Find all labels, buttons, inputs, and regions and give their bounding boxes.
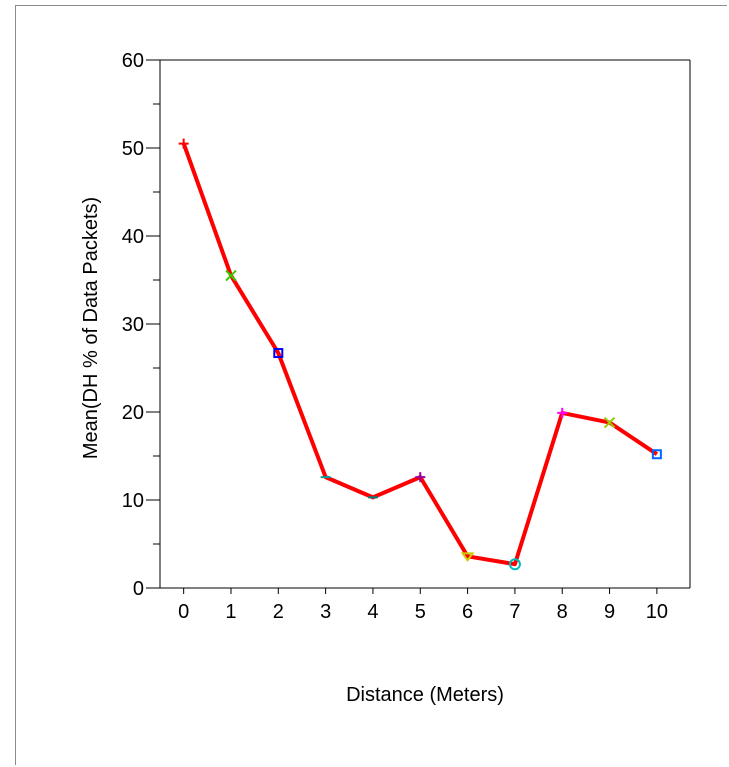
x-tick-label: 9 <box>604 601 615 623</box>
y-axis-title: Mean(DH % of Data Packets) <box>80 197 102 459</box>
x-tick-label: 1 <box>225 601 236 623</box>
ticks <box>146 59 658 594</box>
y-tick-label: 30 <box>122 314 144 336</box>
x-axis-title: Distance (Meters) <box>346 684 504 706</box>
data-point-marker <box>178 138 189 149</box>
x-tick-label: 10 <box>646 601 668 623</box>
data-point-marker <box>557 407 568 418</box>
x-tick-label: 2 <box>273 601 284 623</box>
data-point-marker <box>225 269 237 282</box>
x-tick-label: 8 <box>557 601 568 623</box>
x-tick-label: 0 <box>178 601 189 623</box>
x-tick-label: 5 <box>415 601 426 623</box>
y-tick-label: 40 <box>122 226 144 248</box>
chart-frame <box>15 5 727 765</box>
data-point-marker <box>415 472 426 483</box>
markers <box>178 138 662 571</box>
y-tick-label: 50 <box>122 138 144 160</box>
series-line <box>181 142 659 567</box>
y-tick-label: 10 <box>122 490 144 512</box>
y-tick-label: 60 <box>122 50 144 72</box>
x-tick-label: 4 <box>367 601 378 623</box>
y-tick-label: 20 <box>122 402 144 424</box>
tick-labels: 0 10 20 30 40 50 60 0 1 2 3 4 5 6 7 8 9 10 <box>122 50 668 623</box>
y-tick-label: 0 <box>133 578 144 600</box>
axes <box>159 59 691 589</box>
data-point-marker <box>273 348 284 359</box>
x-tick-label: 7 <box>509 601 520 623</box>
data-point-marker <box>603 416 616 429</box>
data-point-marker <box>651 449 662 460</box>
data-point-marker <box>460 552 475 563</box>
data-point-marker <box>508 558 521 571</box>
x-tick-label: 6 <box>462 601 473 623</box>
x-tick-label: 3 <box>320 601 331 623</box>
